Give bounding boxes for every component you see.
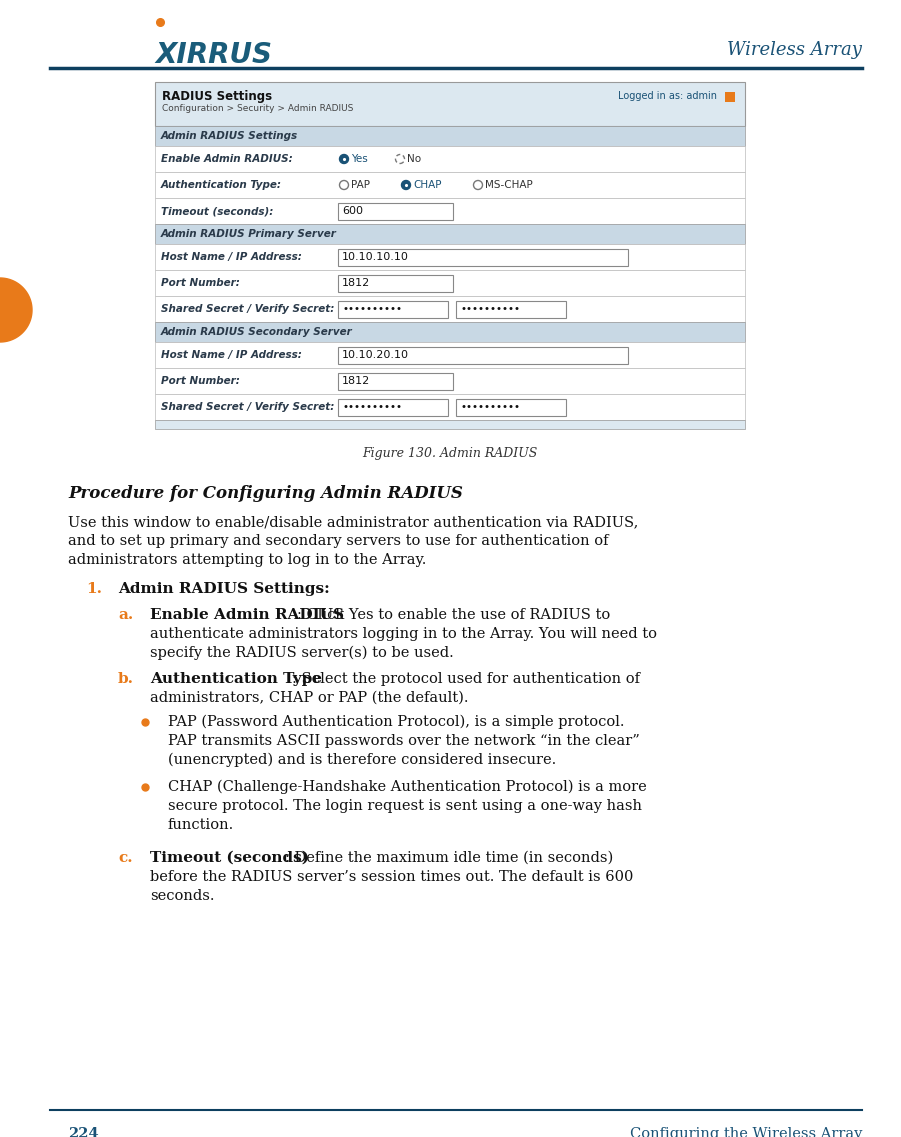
Text: Logged in as: admin: Logged in as: admin xyxy=(618,91,717,101)
FancyBboxPatch shape xyxy=(155,244,745,269)
Text: Host Name / IP Address:: Host Name / IP Address: xyxy=(161,252,302,262)
Circle shape xyxy=(402,181,411,190)
Text: Admin RADIUS Primary Server: Admin RADIUS Primary Server xyxy=(161,229,337,239)
Text: b.: b. xyxy=(118,672,134,686)
Polygon shape xyxy=(0,279,32,342)
Text: Timeout (seconds): Timeout (seconds) xyxy=(150,850,309,865)
Text: 224: 224 xyxy=(68,1127,98,1137)
Text: administrators, CHAP or PAP (the default).: administrators, CHAP or PAP (the default… xyxy=(150,691,469,705)
FancyBboxPatch shape xyxy=(155,269,745,296)
Text: administrators attempting to log in to the Array.: administrators attempting to log in to t… xyxy=(68,553,426,567)
Circle shape xyxy=(340,155,349,164)
Text: Figure 130. Admin RADIUS: Figure 130. Admin RADIUS xyxy=(362,447,538,460)
Text: PAP: PAP xyxy=(351,180,370,190)
Text: Authentication Type:: Authentication Type: xyxy=(161,180,282,190)
Text: ••••••••••: •••••••••• xyxy=(460,402,520,412)
Text: Use this window to enable/disable administrator authentication via RADIUS,: Use this window to enable/disable admini… xyxy=(68,515,639,529)
Text: XIRRUS: XIRRUS xyxy=(155,41,272,69)
Text: CHAP (Challenge-Handshake Authentication Protocol) is a more: CHAP (Challenge-Handshake Authentication… xyxy=(168,780,647,795)
Text: a.: a. xyxy=(118,608,133,622)
Text: : Click Yes to enable the use of RADIUS to: : Click Yes to enable the use of RADIUS … xyxy=(297,608,610,622)
Text: Configuring the Wireless Array: Configuring the Wireless Array xyxy=(630,1127,862,1137)
Text: 1812: 1812 xyxy=(342,279,370,288)
FancyBboxPatch shape xyxy=(155,126,745,146)
Text: Configuration > Security > Admin RADIUS: Configuration > Security > Admin RADIUS xyxy=(162,103,353,113)
Text: 600: 600 xyxy=(342,206,363,216)
Text: specify the RADIUS server(s) to be used.: specify the RADIUS server(s) to be used. xyxy=(150,646,454,661)
Text: ••••••••••: •••••••••• xyxy=(342,304,402,314)
Text: seconds.: seconds. xyxy=(150,889,214,903)
Text: 10.10.10.10: 10.10.10.10 xyxy=(342,252,409,262)
FancyBboxPatch shape xyxy=(456,399,566,416)
FancyBboxPatch shape xyxy=(338,301,448,318)
Text: secure protocol. The login request is sent using a one-way hash: secure protocol. The login request is se… xyxy=(168,799,642,813)
Text: Shared Secret / Verify Secret:: Shared Secret / Verify Secret: xyxy=(161,402,334,412)
Text: and to set up primary and secondary servers to use for authentication of: and to set up primary and secondary serv… xyxy=(68,534,608,548)
Text: : Define the maximum idle time (in seconds): : Define the maximum idle time (in secon… xyxy=(285,850,614,865)
FancyBboxPatch shape xyxy=(338,204,453,219)
Text: Wireless Array: Wireless Array xyxy=(727,41,862,59)
Text: 1812: 1812 xyxy=(342,376,370,385)
FancyBboxPatch shape xyxy=(155,224,745,244)
Text: before the RADIUS server’s session times out. The default is 600: before the RADIUS server’s session times… xyxy=(150,870,633,883)
FancyBboxPatch shape xyxy=(155,198,745,224)
Text: Port Number:: Port Number: xyxy=(161,279,240,288)
FancyBboxPatch shape xyxy=(338,399,448,416)
Text: c.: c. xyxy=(118,850,132,865)
FancyBboxPatch shape xyxy=(456,301,566,318)
Text: Enable Admin RADIUS:: Enable Admin RADIUS: xyxy=(161,153,293,164)
FancyBboxPatch shape xyxy=(155,146,745,172)
Text: ••••••••••: •••••••••• xyxy=(460,304,520,314)
Text: (unencrypted) and is therefore considered insecure.: (unencrypted) and is therefore considere… xyxy=(168,753,556,767)
Text: PAP transmits ASCII passwords over the network “in the clear”: PAP transmits ASCII passwords over the n… xyxy=(168,735,640,748)
FancyBboxPatch shape xyxy=(155,368,745,395)
FancyBboxPatch shape xyxy=(155,322,745,342)
Text: Timeout (seconds):: Timeout (seconds): xyxy=(161,206,273,216)
FancyBboxPatch shape xyxy=(155,395,745,420)
Text: Admin RADIUS Settings: Admin RADIUS Settings xyxy=(161,131,298,141)
Text: Procedure for Configuring Admin RADIUS: Procedure for Configuring Admin RADIUS xyxy=(68,485,463,503)
Text: Port Number:: Port Number: xyxy=(161,376,240,385)
Text: Admin RADIUS Settings:: Admin RADIUS Settings: xyxy=(118,582,330,596)
FancyBboxPatch shape xyxy=(155,420,745,429)
FancyBboxPatch shape xyxy=(155,172,745,198)
FancyBboxPatch shape xyxy=(725,92,735,102)
FancyBboxPatch shape xyxy=(338,373,453,390)
Text: Yes: Yes xyxy=(351,153,368,164)
Text: CHAP: CHAP xyxy=(413,180,441,190)
FancyBboxPatch shape xyxy=(155,82,745,126)
Text: 1.: 1. xyxy=(86,582,102,596)
FancyBboxPatch shape xyxy=(338,347,628,364)
Text: Host Name / IP Address:: Host Name / IP Address: xyxy=(161,350,302,360)
Text: RADIUS Settings: RADIUS Settings xyxy=(162,90,272,103)
Text: MS-CHAP: MS-CHAP xyxy=(485,180,532,190)
Text: ••••••••••: •••••••••• xyxy=(342,402,402,412)
Text: 10.10.20.10: 10.10.20.10 xyxy=(342,350,409,360)
Text: function.: function. xyxy=(168,818,234,832)
Text: No: No xyxy=(407,153,421,164)
Text: Enable Admin RADIUS: Enable Admin RADIUS xyxy=(150,608,344,622)
FancyBboxPatch shape xyxy=(155,342,745,368)
Text: Admin RADIUS Secondary Server: Admin RADIUS Secondary Server xyxy=(161,327,353,337)
Text: Authentication Type: Authentication Type xyxy=(150,672,322,686)
FancyBboxPatch shape xyxy=(338,249,628,266)
FancyBboxPatch shape xyxy=(338,275,453,292)
Text: authenticate administrators logging in to the Array. You will need to: authenticate administrators logging in t… xyxy=(150,626,657,641)
Text: : Select the protocol used for authentication of: : Select the protocol used for authentic… xyxy=(292,672,640,686)
Text: PAP (Password Authentication Protocol), is a simple protocol.: PAP (Password Authentication Protocol), … xyxy=(168,715,624,730)
FancyBboxPatch shape xyxy=(155,296,745,322)
Text: Shared Secret / Verify Secret:: Shared Secret / Verify Secret: xyxy=(161,304,334,314)
